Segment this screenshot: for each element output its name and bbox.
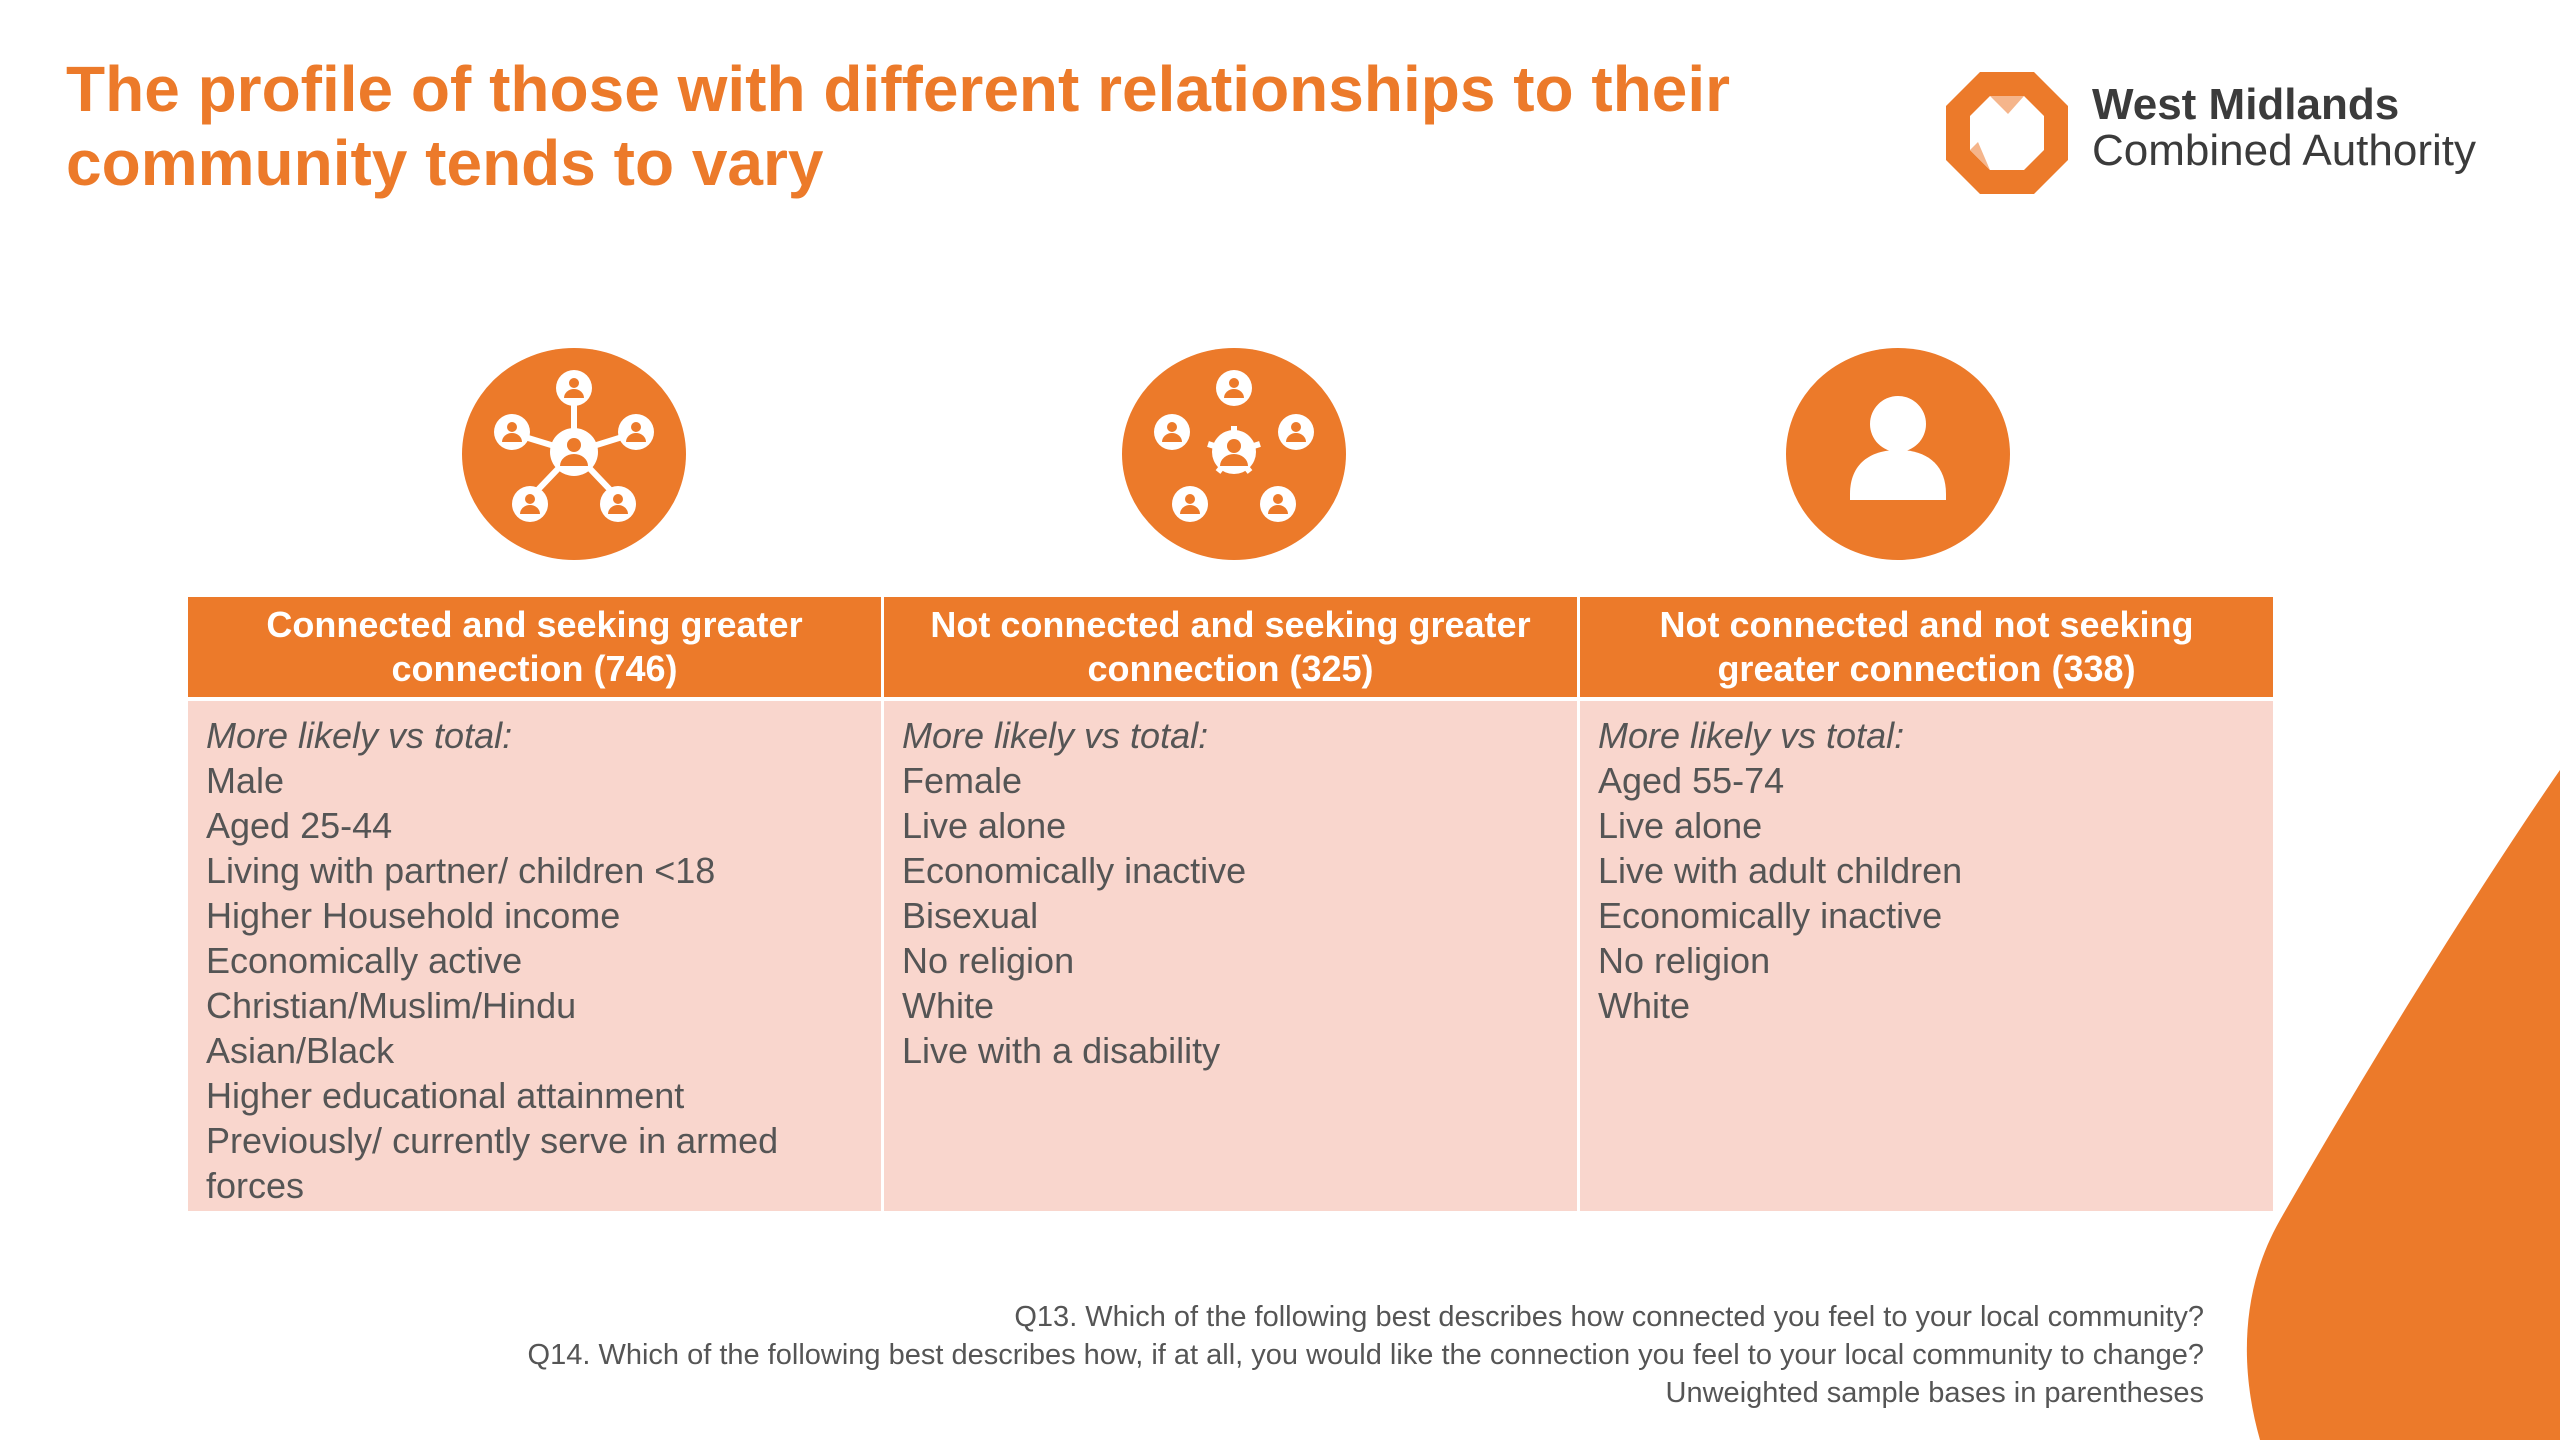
column-header: Not connected and not seeking greater co… [1580,597,2273,697]
list-item: White [1598,985,1691,1026]
column-header: Connected and seeking greater connection… [188,597,881,697]
page-title: The profile of those with different rela… [66,53,1731,199]
list-item: Female [902,760,1023,801]
column-header: Not connected and seeking greater connec… [884,597,1577,697]
list-item: White [902,985,995,1026]
logo-line-2: Combined Authority [2092,126,2476,175]
column-lead: More likely vs total: [206,715,513,756]
list-item: Christian/Muslim/Hindu [206,985,577,1026]
column-body: More likely vs total: Female Live alone … [884,701,1577,1211]
list-item: Economically active [206,940,523,981]
single-person-icon [1784,346,2012,562]
list-item: Economically inactive [1598,895,1943,936]
octagon-ring-logo-icon [1946,72,2068,194]
footnote-q14: Q14. Which of the following best describ… [527,1339,2204,1371]
column-body: More likely vs total: Male Aged 25-44 Li… [188,701,881,1211]
list-item: Economically inactive [902,850,1247,891]
list-item: Live alone [902,805,1067,846]
list-item: Live with adult children [1598,850,1963,891]
organisation-logo: West Midlands Combined Authority [1942,68,2502,198]
logo-line-1: West Midlands [2092,80,2400,129]
list-item: Live alone [1598,805,1763,846]
footnote-bases: Unweighted sample bases in parentheses [1665,1377,2204,1409]
profile-column: Not connected and not seeking greater co… [1580,597,2273,1211]
list-item: Male [206,760,285,801]
column-lead: More likely vs total: [1598,715,1905,756]
list-item: Living with partner/ children <18 [206,850,716,891]
list-item: Higher Household income [206,895,621,936]
list-item: Asian/Black [206,1030,395,1071]
footnote-q13: Q13. Which of the following best describ… [1014,1301,2204,1333]
list-item: Aged 55-74 [1598,760,1785,801]
footnotes: Q13. Which of the following best describ… [304,1298,2204,1412]
list-item: Aged 25-44 [206,805,393,846]
column-lead: More likely vs total: [902,715,1209,756]
broken-network-icon [1120,346,1348,562]
profile-column: Connected and seeking greater connection… [188,597,881,1211]
list-item: Bisexual [902,895,1039,936]
list-item: No religion [1598,940,1771,981]
profile-column: Not connected and seeking greater connec… [884,597,1577,1211]
network-group-icon [460,346,688,562]
profile-table: Connected and seeking greater connection… [188,597,2273,1211]
list-item: Live with a disability [902,1030,1221,1071]
list-item: Previously/ currently serve in armed for… [206,1120,779,1206]
column-body: More likely vs total: Aged 55-74 Live al… [1580,701,2273,1211]
list-item: Higher educational attainment [206,1075,685,1116]
list-item: No religion [902,940,1075,981]
